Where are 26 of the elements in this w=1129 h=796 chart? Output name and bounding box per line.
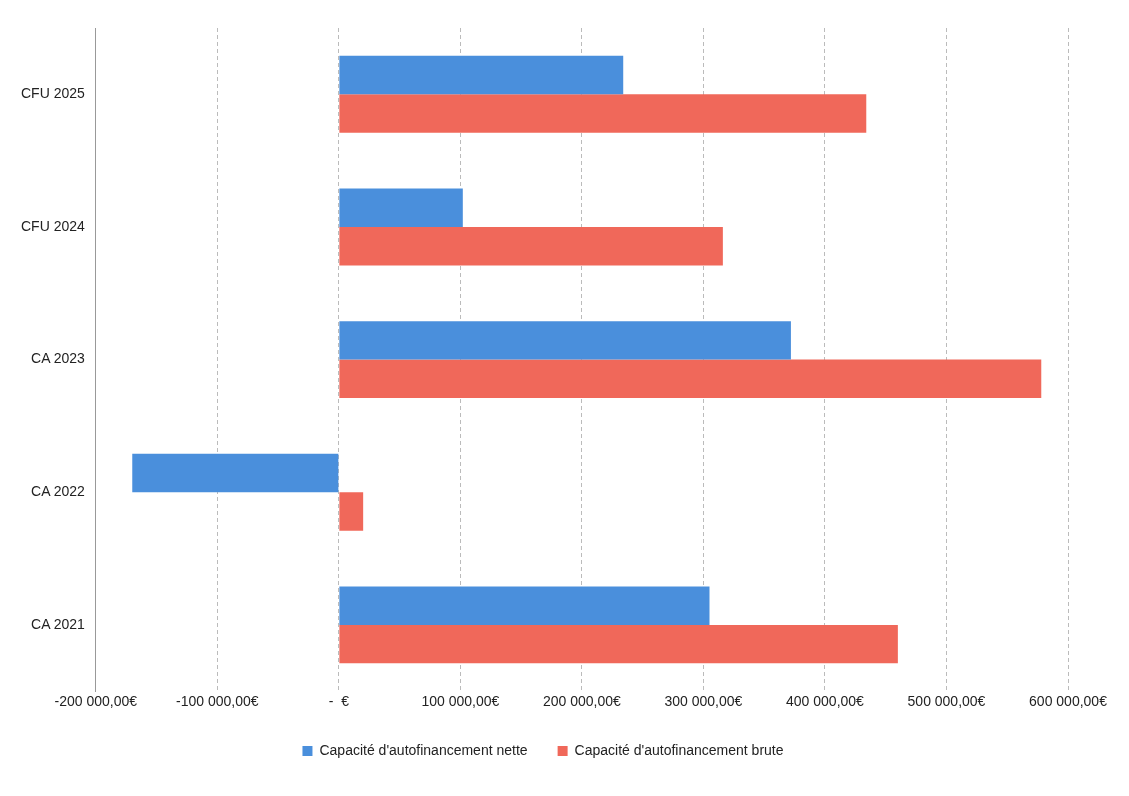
x-tick-label: 200 000,00€: [542, 693, 622, 710]
legend-label: Capacité d'autofinancement brute: [574, 741, 784, 758]
bar: [339, 624, 898, 664]
y-tick-label: CA 2021: [31, 615, 86, 632]
y-tick-label: CFU 2025: [20, 85, 86, 102]
bar: [339, 321, 791, 360]
bar: [339, 586, 710, 625]
bar: [339, 226, 723, 266]
x-tick-label: 300 000,00€: [664, 693, 743, 710]
bar: [339, 94, 867, 133]
legend-label: Capacité d'autofinancement nette: [319, 741, 528, 758]
y-tick-label: CFU 2024: [20, 217, 86, 234]
bar: [132, 453, 339, 493]
x-tick-label: 500 000,00€: [907, 693, 986, 710]
x-tick-label: - €: [328, 693, 350, 710]
bar: [339, 359, 1042, 399]
x-tick-label: -100 000,00€: [176, 693, 259, 710]
bar: [339, 492, 364, 531]
x-tick-label: 400 000,00€: [786, 693, 865, 710]
x-tick-label: 100 000,00€: [421, 693, 500, 710]
y-tick-label: CA 2023: [31, 350, 86, 367]
x-tick-label: 600 000,00€: [1029, 693, 1108, 710]
bar: [339, 55, 624, 95]
bar: [339, 188, 463, 227]
x-tick-label: -200 000,00€: [54, 693, 138, 710]
y-tick-label: CA 2022: [31, 483, 86, 500]
